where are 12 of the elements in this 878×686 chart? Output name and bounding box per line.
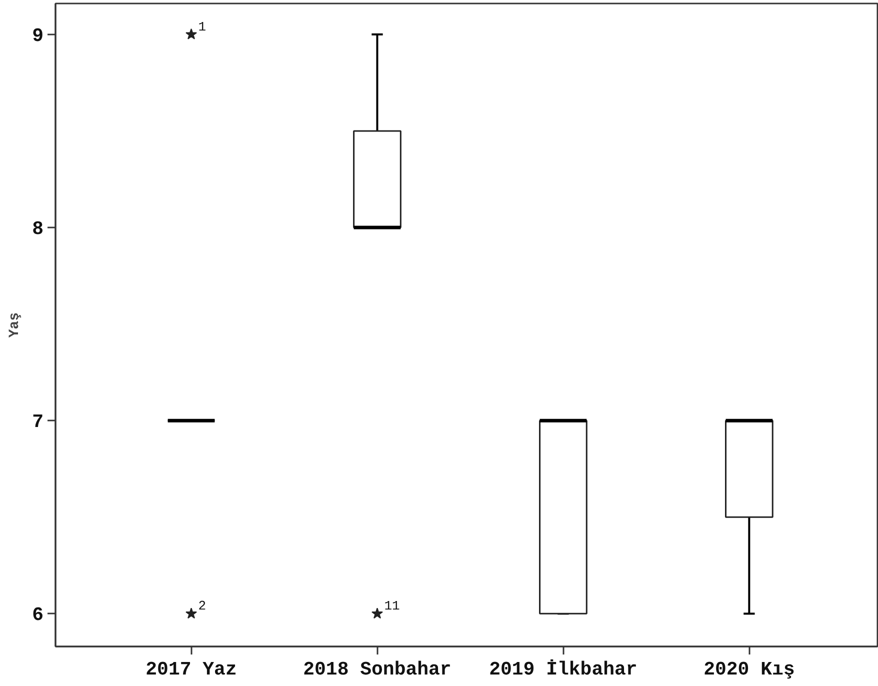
y-tick-label: 7 — [32, 411, 44, 434]
y-axis-title: Yaş — [7, 312, 24, 338]
x-tick-label: 2020 Kış — [704, 658, 795, 680]
y-tick-label: 9 — [32, 24, 44, 47]
annotation: 1 — [198, 19, 206, 34]
x-tick-label: 2018 Sonbahar — [303, 658, 452, 680]
x-tick-label: 2019 İlkbahar — [489, 658, 638, 680]
x-tick-label: 2017 Yaz — [146, 658, 237, 680]
annotation: 2 — [198, 598, 206, 614]
y-tick-label: 6 — [32, 604, 44, 626]
annotation: 11 — [384, 598, 400, 614]
y-tick-label: 8 — [32, 218, 44, 240]
